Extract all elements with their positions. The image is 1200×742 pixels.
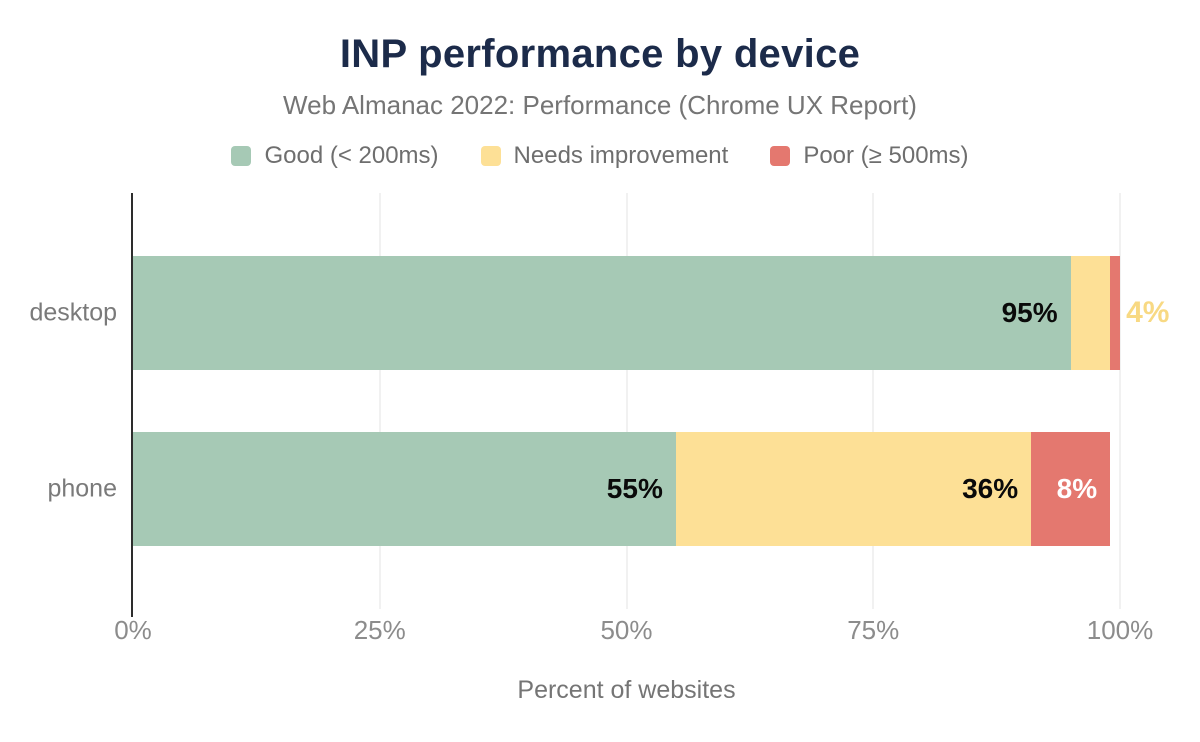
x-tick-label: 0%: [114, 615, 152, 645]
value-label: 36%: [962, 473, 1019, 504]
legend-swatch-needs-improvement-icon: [480, 146, 501, 166]
legend-item-poor: Poor (≥ 500ms): [770, 142, 969, 170]
bar-segment-good-200ms: 55%: [133, 432, 676, 546]
bar-row-desktop: desktop 95% 4%: [29, 256, 1169, 370]
legend-label-needs-improvement: Needs improvement: [513, 142, 729, 169]
bar-desktop: 95%: [133, 256, 1120, 370]
x-tick-label: 50%: [600, 615, 653, 645]
gridline: [378, 193, 381, 609]
legend-label-poor: Poor (≥ 500ms): [803, 142, 969, 169]
bar-phone: 55% 36% 8%: [133, 432, 1120, 546]
category-label-phone: phone: [47, 474, 117, 503]
gridline: [872, 193, 875, 609]
x-tick-label: 25%: [353, 615, 406, 645]
x-tick-label: 75%: [847, 615, 900, 645]
legend-label-good: Good (< 200ms): [264, 142, 439, 169]
legend-item-good: Good (< 200ms): [231, 142, 439, 170]
bar-row-phone: phone 55% 36% 8%: [47, 432, 1120, 546]
value-label: 95%: [1001, 297, 1058, 328]
plot-area: desktop 95% 4% phone 55% 36% 8%: [29, 193, 1169, 617]
bar-segment-poor-500ms: [1110, 256, 1120, 370]
chart-subtitle: Web Almanac 2022: Performance (Chrome UX…: [283, 90, 917, 120]
legend-swatch-poor-icon: [770, 146, 791, 166]
x-tick-label: 100%: [1086, 615, 1154, 645]
x-axis: 0% 25% 50% 75% 100%: [114, 615, 1153, 647]
legend: Good (< 200ms) Needs improvement Poor (≥…: [0, 142, 1200, 170]
gridline: [625, 193, 628, 609]
chart-title: INP performance by device: [339, 32, 861, 76]
value-label: 8%: [1056, 473, 1098, 504]
bar-segment-needs-improvement: 36%: [675, 432, 1032, 546]
value-label: 55%: [606, 473, 663, 504]
bar-segment-poor-500ms: 8%: [1031, 432, 1111, 546]
gridline: [1119, 193, 1121, 609]
bar-segment-good-200ms: 95%: [133, 256, 1071, 370]
legend-swatch-good-icon: [231, 146, 252, 166]
bar-segment-needs-improvement: [1070, 256, 1111, 370]
legend-item-needs-improvement: Needs improvement: [480, 142, 729, 170]
category-label-desktop: desktop: [29, 298, 117, 327]
x-axis-title: Percent of websites: [517, 676, 736, 704]
value-label-outside: 4%: [1126, 296, 1170, 329]
y-axis-line: [131, 193, 133, 617]
